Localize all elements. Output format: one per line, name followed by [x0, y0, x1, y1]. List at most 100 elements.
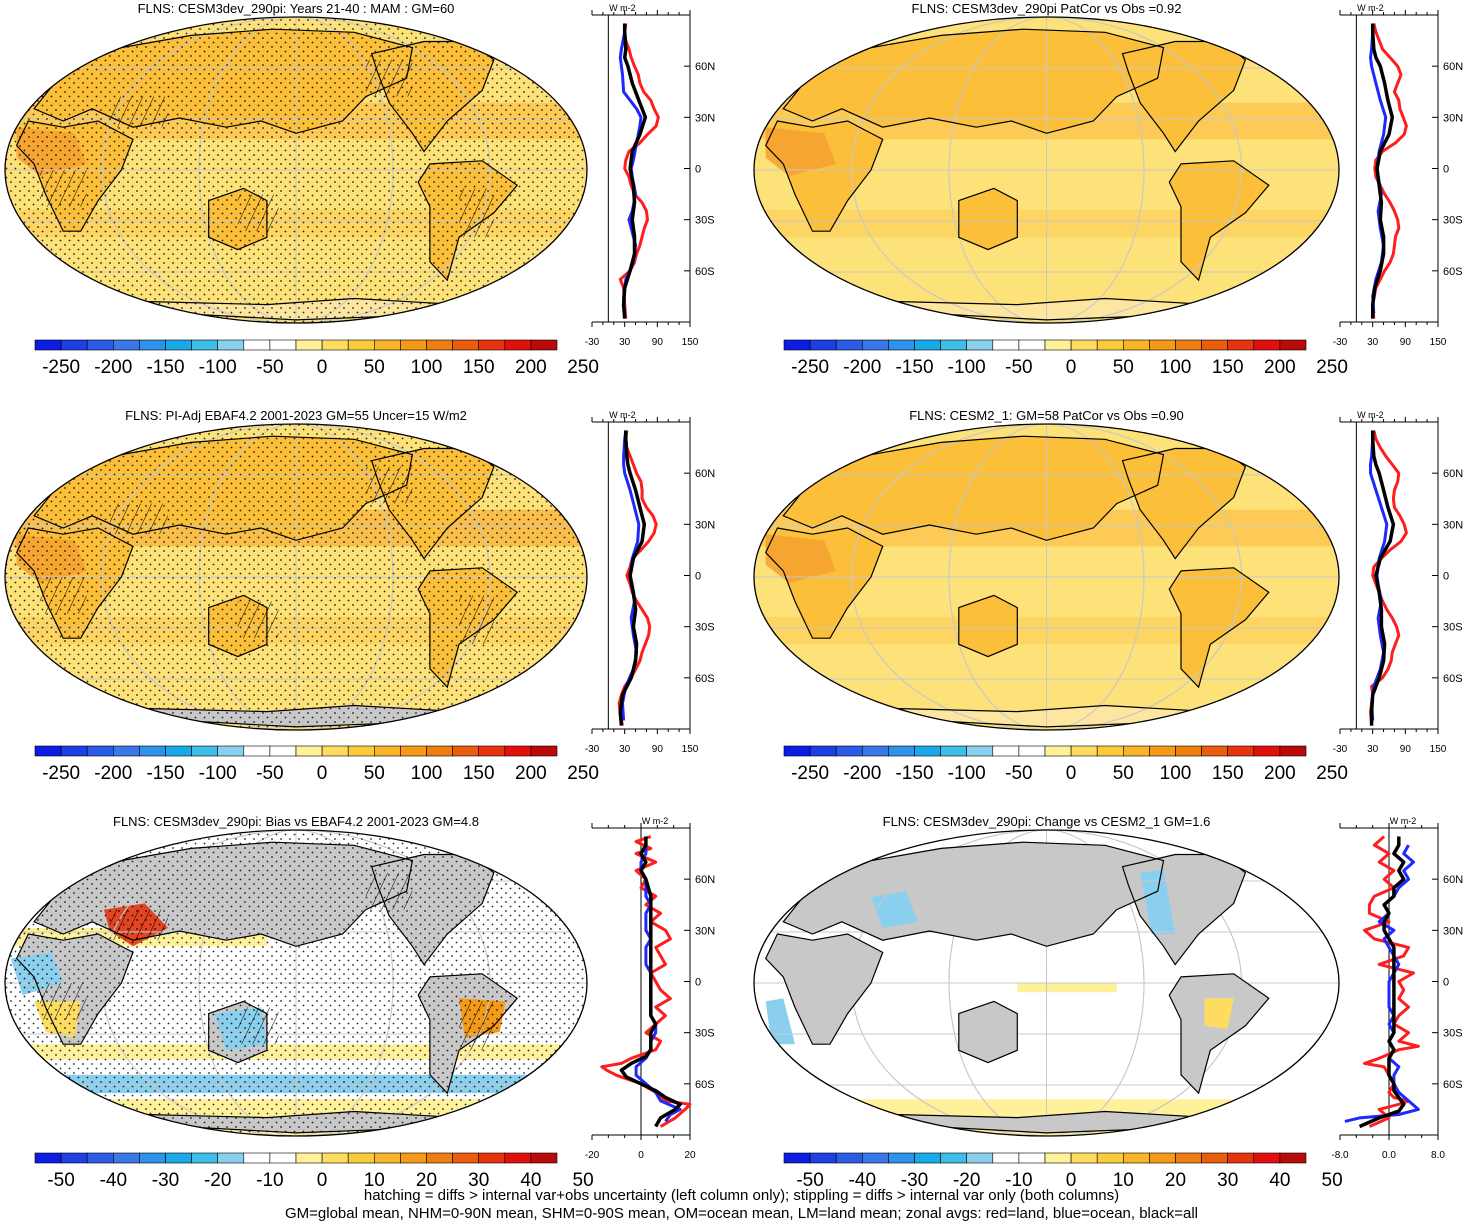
profile-lat-label: 0	[695, 571, 701, 583]
colorbar-tick-label: 150	[1212, 763, 1244, 784]
colorbar-swatch	[505, 340, 531, 350]
colorbar-tick-label: 250	[1316, 357, 1348, 378]
profile-x-tick-label: 150	[1430, 744, 1447, 755]
profile-units-label: W m-2	[1357, 410, 1384, 420]
hatching-region	[238, 194, 279, 231]
colorbar-tick-label: -250	[42, 763, 80, 784]
map-title: FLNS: CESM3dev_290pi: Years 21-40 : MAM …	[138, 1, 455, 16]
colorbar-tick-label: 50	[1113, 357, 1134, 378]
colorbar-tick-label: 150	[463, 357, 495, 378]
colorbar-swatch	[479, 340, 505, 350]
footer-note-hatching: hatching = diffs > internal var+obs unce…	[0, 1187, 1483, 1204]
colorbar-swatch	[967, 340, 993, 350]
colorbar-swatch	[1071, 340, 1097, 350]
colorbar-swatch	[1228, 746, 1254, 756]
profile-lat-label: 30S	[695, 622, 715, 634]
profile-units-label: W m-2	[609, 3, 636, 13]
colorbar-swatch	[1280, 1153, 1306, 1163]
colorbar-tick-label: 150	[463, 763, 495, 784]
map-field	[754, 424, 1339, 730]
colorbar-tick-label: -150	[895, 357, 933, 378]
profile-lat-label: 60S	[695, 1079, 715, 1091]
hatching-region	[238, 601, 279, 638]
colorbar-tick-label: 250	[1316, 763, 1348, 784]
hatching-region	[40, 983, 87, 1020]
profile-lat-label: 0	[1443, 164, 1449, 176]
profile-units-label: W m-2	[1357, 3, 1384, 13]
colorbar-swatch	[296, 1153, 322, 1163]
colorbar-swatch	[1202, 340, 1228, 350]
profile-lat-label: 60S	[1443, 673, 1463, 685]
colorbar-swatch	[479, 1153, 505, 1163]
map-field	[754, 830, 1339, 1136]
stippling-overlay	[5, 17, 587, 323]
colorbar-swatch	[296, 746, 322, 756]
colorbar-swatch	[322, 746, 348, 756]
colorbar-swatch	[87, 1153, 113, 1163]
colorbar-swatch	[967, 1153, 993, 1163]
colorbar-tick-label: 100	[411, 763, 443, 784]
colorbar-swatch	[35, 746, 61, 756]
colorbar-swatch	[1280, 746, 1306, 756]
profile-lat-label: 30S	[1443, 622, 1463, 634]
colorbar-tick-label: 0	[1066, 357, 1077, 378]
hatching-region	[459, 188, 494, 237]
profile-x-tick-label: 8.0	[1431, 1150, 1445, 1161]
colorbar-swatch	[139, 1153, 165, 1163]
profile-line-all	[621, 837, 680, 1127]
colorbar-swatch	[1123, 340, 1149, 350]
map-title: FLNS: PI-Adj EBAF4.2 2001-2023 GM=55 Unc…	[125, 408, 467, 423]
profile-lat-label: 0	[1443, 977, 1449, 989]
map-panel: FLNS: CESM3dev_290pi: Years 21-40 : MAM …	[5, 1, 587, 323]
colorbar-swatch	[61, 340, 87, 350]
colorbar-swatch	[1123, 746, 1149, 756]
colorbar-swatch	[192, 1153, 218, 1163]
colorbar-tick-label: 100	[1160, 357, 1192, 378]
profile-lat-label: 30N	[1443, 519, 1463, 531]
colorbar-swatch	[1254, 1153, 1280, 1163]
colorbar-swatch	[1176, 340, 1202, 350]
colorbar-swatch	[453, 340, 479, 350]
profile-x-tick-label: -30	[585, 337, 600, 348]
hatching-region	[110, 97, 168, 128]
colorbar-swatch	[810, 746, 836, 756]
colorbar-tick-label: -250	[42, 357, 80, 378]
profile-line-ocean	[1345, 845, 1419, 1121]
colorbar-swatch	[1071, 746, 1097, 756]
colorbar-tick-label: 200	[515, 357, 547, 378]
profile-lat-label: 60S	[1443, 1079, 1463, 1091]
colorbar-tick-label: -200	[94, 357, 132, 378]
profile-x-tick-label: 0.0	[1382, 1150, 1396, 1161]
colorbar-swatch	[1045, 746, 1071, 756]
map-panel: FLNS: CESM3dev_290pi: Change vs CESM2_1 …	[754, 814, 1339, 1136]
profile-lat-label: 60N	[1443, 468, 1463, 480]
colorbar-swatch	[1149, 340, 1175, 350]
profile-lat-label: 60S	[695, 266, 715, 278]
map-title: FLNS: CESM3dev_290pi PatCor vs Obs =0.92	[912, 1, 1182, 16]
colorbar-swatch	[505, 746, 531, 756]
colorbar-swatch	[784, 340, 810, 350]
hatching-region	[459, 1001, 494, 1050]
colorbar-swatch	[348, 340, 374, 350]
colorbar-swatch	[1254, 340, 1280, 350]
colorbar-tick-label: 250	[567, 763, 599, 784]
profile-line-land	[620, 24, 658, 319]
colorbar-swatch	[967, 746, 993, 756]
colorbar-swatch	[862, 340, 888, 350]
colorbar-tick-label: 200	[1264, 763, 1296, 784]
stippling-overlay	[5, 830, 587, 1136]
profile-lat-label: 30N	[695, 925, 715, 937]
colorbar-swatch	[862, 1153, 888, 1163]
colorbar-swatch	[192, 746, 218, 756]
colorbar-tick-label: 100	[1160, 763, 1192, 784]
colorbar-swatch	[427, 1153, 453, 1163]
colorbar-swatch	[244, 340, 270, 350]
hatching-region	[110, 504, 168, 535]
colorbar-swatch	[218, 340, 244, 350]
